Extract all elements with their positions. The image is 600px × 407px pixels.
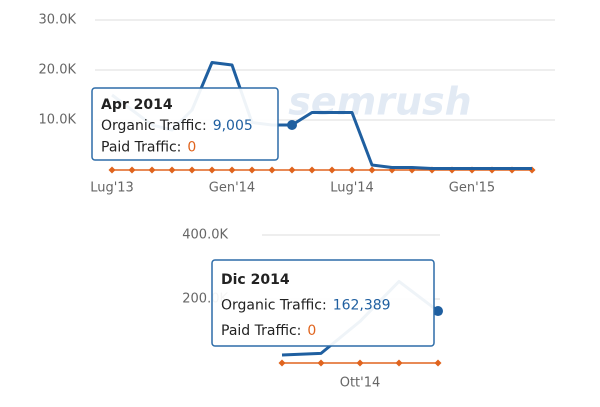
marker [108,166,116,174]
tooltip-label: Organic Traffic: [221,298,327,314]
marker [368,166,376,174]
marker [395,359,403,367]
tooltip-label: Paid Traffic: [101,139,181,155]
marker [348,166,356,174]
x-tick-label: Lug'13 [90,181,134,196]
marker [208,166,216,174]
tooltip: Dic 2014 Organic Traffic: 162,389 Paid Traf… [211,259,435,347]
tooltip: Apr 2014 Organic Traffic: 9,005 Paid Traffi… [91,87,279,161]
marker [268,166,276,174]
hover-point [287,119,297,130]
tooltip-line: Organic Traffic: 9,005 [101,118,253,134]
x-tick-label: Gen'15 [449,181,495,196]
marker [128,166,136,174]
marker [328,166,336,174]
y-tick-label: 10.0K [39,113,77,128]
tooltip-value: 162,389 [333,298,391,314]
x-tick-label: Lug'14 [330,181,374,196]
watermark: semrush [288,80,471,124]
tooltip-value: 9,005 [213,118,253,134]
marker [248,166,256,174]
marker [228,166,236,174]
hover-point [433,306,443,317]
tooltip-label: Organic Traffic: [101,118,207,134]
marker [148,166,156,174]
tooltip-line: Organic Traffic: 162,389 [221,298,391,314]
marker [356,359,364,367]
x-tick-label: Gen'14 [209,181,255,196]
y-tick-label: 30.0K [39,13,77,28]
marker [288,166,296,174]
marker [278,359,286,367]
marker [434,359,442,367]
y-tick-label: 20.0K [39,63,77,78]
tooltip-title: Apr 2014 [101,97,173,113]
x-tick-label: Ott'14 [340,376,381,391]
marker [308,166,316,174]
tooltip-value: 0 [307,323,316,339]
tooltip-title: Dic 2014 [221,272,290,288]
marker [188,166,196,174]
y-tick-label: 400.0K [182,228,228,243]
tooltip-label: Paid Traffic: [221,323,301,339]
marker [317,359,325,367]
tooltip-box [211,259,435,347]
marker [168,166,176,174]
tooltip-box [91,87,279,161]
tooltip-value: 0 [187,139,196,155]
tooltip-line: Paid Traffic: 0 [101,139,196,155]
tooltip-line: Paid Traffic: 0 [221,323,316,339]
